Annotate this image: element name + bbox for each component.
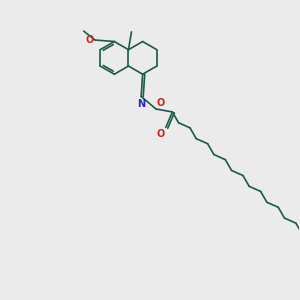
Text: O: O xyxy=(157,98,165,108)
Text: O: O xyxy=(156,129,164,139)
Text: O: O xyxy=(85,35,94,45)
Text: N: N xyxy=(137,99,145,109)
